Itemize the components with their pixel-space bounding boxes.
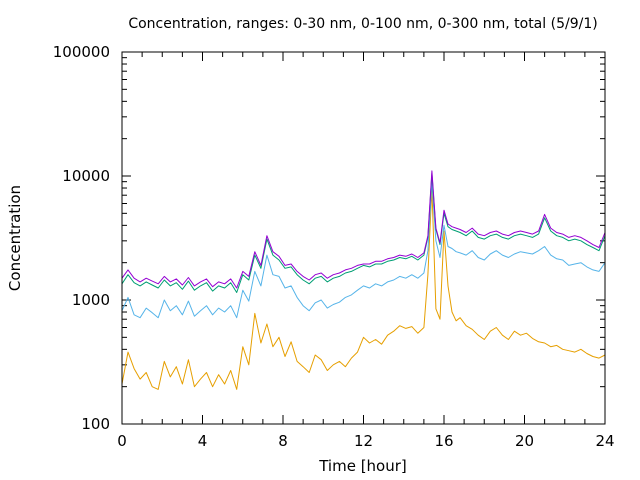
chart-title: Concentration, ranges: 0-30 nm, 0-100 nm… — [128, 16, 597, 32]
y-tick-label: 10000 — [62, 167, 110, 185]
series-layer — [121, 170, 606, 390]
y-axis-label: Concentration — [6, 185, 24, 291]
x-axis-ticks: 0 4 8 12 16 20 24 — [117, 52, 615, 450]
series-line-3 — [121, 172, 606, 293]
x-axis-label: Time [hour] — [318, 457, 407, 475]
y-tick-label: 100000 — [53, 43, 110, 61]
plot-frame — [121, 51, 606, 425]
series-line-2 — [121, 181, 606, 319]
y-tick-label: 100 — [81, 415, 110, 433]
x-tick-label: 12 — [354, 432, 373, 450]
x-tick-label: 24 — [595, 432, 614, 450]
x-tick-label: 20 — [515, 432, 534, 450]
series-line-1 — [121, 187, 606, 390]
series-line-4 — [121, 170, 606, 289]
x-tick-label: 16 — [434, 432, 453, 450]
x-tick-label: 8 — [278, 432, 288, 450]
x-tick-label: 4 — [198, 432, 208, 450]
y-tick-label: 1000 — [72, 291, 110, 309]
x-tick-label: 0 — [117, 432, 127, 450]
y-axis-ticks: 100 1000 10000 100000 — [53, 43, 605, 433]
